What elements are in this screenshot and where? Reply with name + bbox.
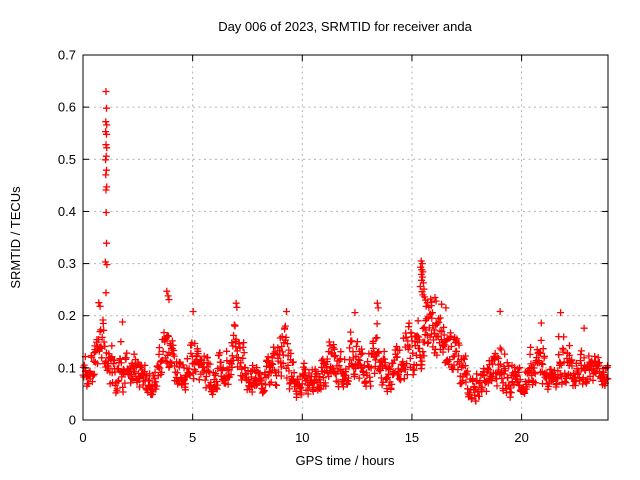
x-tick-label: 10 xyxy=(295,430,309,445)
y-tick-label: 0 xyxy=(69,413,76,428)
x-tick-label: 5 xyxy=(189,430,196,445)
y-tick-label: 0.2 xyxy=(58,308,76,323)
x-tick-label: 0 xyxy=(79,430,86,445)
axis-layer: 0 5 10 15 20 0 0.1 0.2 0.3 0.4 0.5 0.6 0.7 xyxy=(58,48,609,445)
x-tick-label: 15 xyxy=(405,430,419,445)
y-tick-label: 0.1 xyxy=(58,360,76,375)
y-tick-label: 0.5 xyxy=(58,152,76,167)
data-points xyxy=(79,88,612,405)
x-tick-label: 20 xyxy=(514,430,528,445)
y-tick-label: 0.6 xyxy=(58,100,76,115)
y-axis-label: SRMTID / TECUs xyxy=(8,186,23,289)
y-tick-label: 0.3 xyxy=(58,256,76,271)
x-axis-label: GPS time / hours xyxy=(296,453,395,468)
y-tick-label: 0.7 xyxy=(58,48,76,63)
chart-title: Day 006 of 2023, SRMTID for receiver and… xyxy=(218,19,472,34)
plot-border xyxy=(82,54,609,421)
data-layer xyxy=(79,88,612,405)
y-tick-label: 0.4 xyxy=(58,204,76,219)
